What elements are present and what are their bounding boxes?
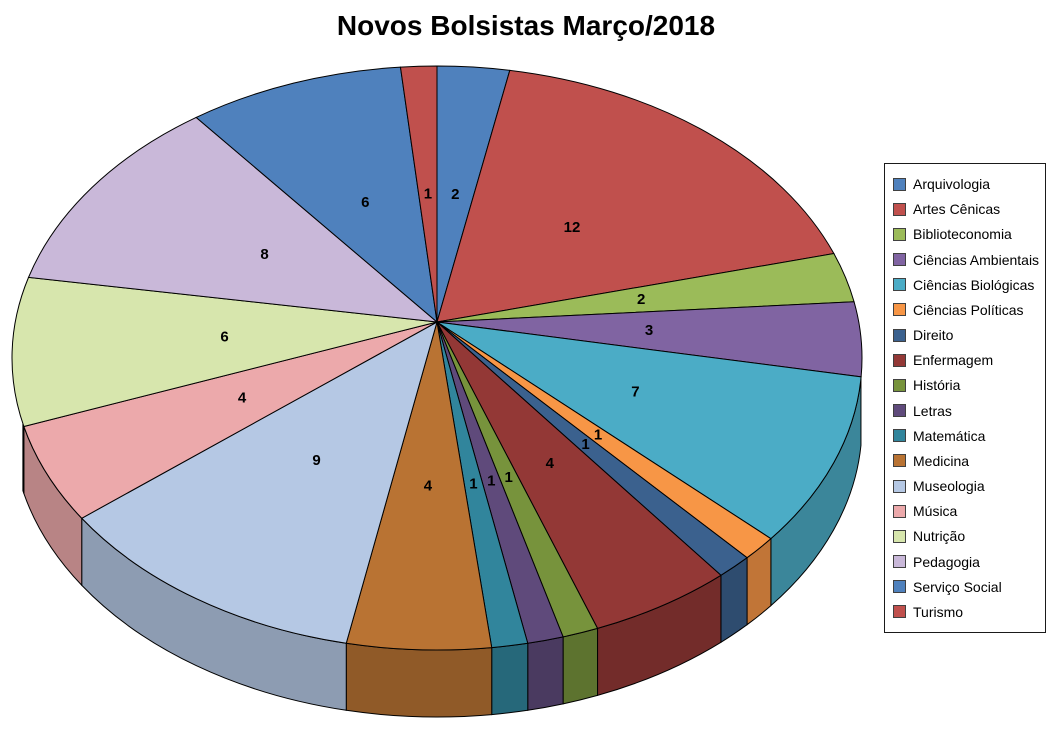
- legend-item: História: [893, 377, 1045, 393]
- legend-item-label: Ciências Ambientais: [913, 251, 1040, 268]
- pie-slice-top: [436, 321, 722, 629]
- legend-item: Arquivologia: [893, 176, 1045, 192]
- legend-item: Direito: [893, 327, 1045, 343]
- legend-color-swatch: [893, 353, 906, 367]
- legend-item-label: Ciências Biológicas: [913, 276, 1035, 293]
- pie-slice-top: [80, 320, 438, 644]
- legend-item: Ciências Políticas: [893, 302, 1045, 318]
- legend-item-label: Serviço Social: [913, 578, 1002, 595]
- legend-item-label: História: [913, 377, 961, 394]
- legend-item: Pedagogia: [893, 554, 1045, 570]
- pie-slice-label: 8: [260, 246, 268, 263]
- pie-slice-label: 3: [645, 322, 653, 339]
- pie-slice-side: [22, 423, 25, 494]
- pie-slice-label: 12: [564, 219, 581, 236]
- pie-slice-label: 1: [424, 186, 432, 203]
- pie-slice-top: [27, 116, 439, 323]
- pie-slice-side: [491, 642, 529, 716]
- pie-slice-label: 1: [487, 473, 495, 490]
- legend-color-swatch: [893, 227, 906, 241]
- legend-item-label: Pedagogia: [913, 553, 980, 570]
- legend-color-swatch: [893, 202, 906, 216]
- pie-slice-label: 6: [361, 194, 369, 211]
- pie-slice-side: [562, 627, 599, 705]
- pie-slice-label: 9: [312, 452, 320, 469]
- legend-color-swatch: [893, 504, 906, 518]
- legend-item: Ciências Ambientais: [893, 252, 1045, 268]
- legend-item: Matemática: [893, 428, 1045, 444]
- legend-item: Turismo: [893, 604, 1045, 620]
- pie-slice-label: 6: [220, 328, 228, 345]
- legend-color-swatch: [893, 404, 906, 418]
- pie-slice-label: 4: [424, 477, 433, 494]
- legend-item-label: Museologia: [913, 478, 985, 495]
- legend-item: Letras: [893, 403, 1045, 419]
- pie-slice-label: 1: [505, 469, 513, 486]
- legend-item: Museologia: [893, 478, 1045, 494]
- pie-slice-label: 1: [594, 427, 602, 444]
- legend-item: Nutrição: [893, 528, 1045, 544]
- pie-slice-top: [195, 66, 438, 324]
- pie-slice-top: [345, 321, 493, 651]
- legend-item-label: Turismo: [913, 603, 964, 620]
- legend-color-swatch: [893, 278, 906, 292]
- pie-slice-label: 7: [631, 384, 639, 401]
- legend-item-label: Matemática: [913, 427, 986, 444]
- legend-color-swatch: [893, 378, 906, 392]
- legend-item-label: Letras: [913, 402, 952, 419]
- legend-item-label: Medicina: [913, 452, 970, 469]
- legend-item-label: Música: [913, 503, 958, 520]
- legend-color-swatch: [893, 479, 906, 493]
- legend-color-swatch: [893, 429, 906, 443]
- pie-slice-top: [11, 276, 438, 428]
- legend-item: Medicina: [893, 453, 1045, 469]
- pie-slice-top: [399, 65, 438, 323]
- pie-slice-label: 4: [546, 455, 555, 472]
- legend-color-swatch: [893, 454, 906, 468]
- legend-item-label: Arquivologia: [913, 176, 991, 193]
- legend-color-swatch: [893, 253, 906, 267]
- pie-slice-top: [436, 321, 862, 540]
- legend-color-swatch: [893, 555, 906, 568]
- legend-color-swatch: [893, 328, 906, 342]
- legend-item-label: Enfermagem: [913, 352, 994, 369]
- legend-item-label: Artes Cênicas: [913, 201, 1001, 218]
- legend-item-label: Ciências Políticas: [913, 301, 1024, 318]
- legend-item: Artes Cênicas: [893, 201, 1045, 217]
- legend-item: Ciências Biológicas: [893, 277, 1045, 293]
- legend-item-label: Direito: [913, 327, 954, 344]
- pie-slice-top: [23, 321, 438, 519]
- pie-slice-label: 2: [637, 291, 645, 308]
- pie-slice-label: 2: [451, 186, 459, 203]
- pie-slice-label: 4: [238, 390, 247, 407]
- legend-item-label: Biblioteconomia: [913, 226, 1012, 243]
- chart-title: Novos Bolsistas Março/2018: [336, 10, 716, 41]
- legend-color-swatch: [893, 529, 906, 543]
- legend-color-swatch: [893, 605, 906, 619]
- legend-item: Biblioteconomia: [893, 226, 1045, 242]
- legend-item-label: Nutrição: [913, 528, 966, 545]
- legend-item: Enfermagem: [893, 352, 1045, 368]
- legend-item: Música: [893, 503, 1045, 519]
- pie-slice-side: [527, 636, 564, 711]
- legend-color-swatch: [893, 580, 906, 594]
- legend-color-swatch: [893, 177, 906, 191]
- pie-slice-top: [436, 69, 835, 323]
- pie-slice-label: 1: [581, 436, 589, 453]
- pie-slice-side: [345, 642, 493, 718]
- legend: Arquivologia Artes Cênicas Biblioteconomia…: [884, 163, 1046, 633]
- legend-color-swatch: [893, 303, 906, 317]
- pie-slice-label: 1: [469, 475, 477, 492]
- legend-item: Serviço Social: [893, 579, 1045, 595]
